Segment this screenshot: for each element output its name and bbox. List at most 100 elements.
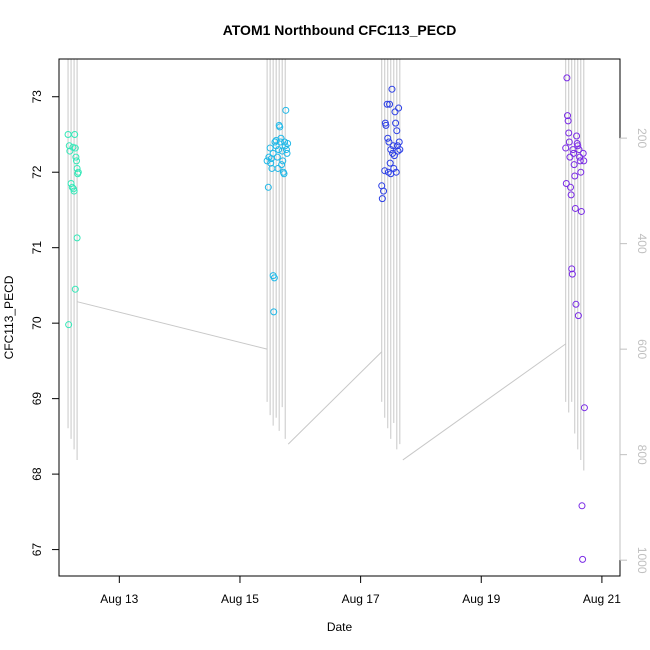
data-point-group4 <box>566 153 574 161</box>
data-point-group2 <box>282 106 290 114</box>
data-point-group4 <box>567 191 575 199</box>
data-point-group1 <box>65 321 73 329</box>
y-axis: 67 68 69 70 71 72 73 <box>30 90 60 557</box>
altitude-trace <box>67 59 585 471</box>
data-point-group3 <box>395 104 403 112</box>
data-point-group2 <box>273 153 281 161</box>
data-point-group3 <box>387 146 395 154</box>
data-point-group3 <box>396 146 404 154</box>
data-point-group1 <box>72 157 80 165</box>
data-point-group4 <box>573 132 581 140</box>
data-point-group1 <box>71 144 79 152</box>
data-point-group2 <box>276 123 284 131</box>
x-axis-title: Date <box>327 620 353 634</box>
secondary-tick-label: 1000 <box>635 547 649 574</box>
data-point-group4 <box>580 404 588 412</box>
secondary-tick-label: 400 <box>635 234 649 254</box>
y-tick-label: 73 <box>30 90 44 104</box>
y-tick-label: 70 <box>30 316 44 330</box>
data-point-group2 <box>269 149 277 157</box>
data-point-group2 <box>279 157 287 165</box>
data-point-group2 <box>264 183 272 191</box>
data-point-group3 <box>392 168 400 176</box>
y-tick-label: 68 <box>30 467 44 481</box>
data-point-group2 <box>284 140 292 148</box>
data-point-group1 <box>65 142 73 150</box>
data-point-group1 <box>72 153 80 161</box>
x-tick-label: Aug 13 <box>100 592 138 606</box>
plot-area <box>64 59 588 563</box>
data-point-group3 <box>390 152 398 160</box>
data-point-group3 <box>393 142 401 150</box>
data-point-group2 <box>270 274 278 282</box>
data-point-group3 <box>383 100 391 108</box>
data-point-group1 <box>74 168 82 176</box>
y-tick-label: 71 <box>30 241 44 255</box>
data-point-group3 <box>380 187 388 195</box>
data-point-group4 <box>580 157 588 165</box>
data-point-group3 <box>384 168 392 176</box>
data-point-group1 <box>73 164 81 172</box>
data-point-group3 <box>385 138 393 146</box>
data-point-group4 <box>570 149 578 157</box>
data-point-group1 <box>71 285 79 293</box>
data-point-group4 <box>576 157 584 165</box>
data-point-group4 <box>570 161 578 169</box>
data-point-group3 <box>392 119 400 127</box>
data-point-group4 <box>568 265 576 273</box>
plot-frame <box>58 58 621 577</box>
data-point-group2 <box>283 149 291 157</box>
data-point-group4 <box>565 129 573 137</box>
data-point-group2 <box>275 146 283 154</box>
data-point-group2 <box>266 144 274 152</box>
data-point-group4 <box>576 153 584 161</box>
x-axis: Aug 13 Aug 15 Aug 17 Aug 19 Aug 21 <box>100 575 621 606</box>
data-point-group1 <box>71 130 79 138</box>
data-point-group3 <box>389 142 397 150</box>
data-point-group3 <box>394 147 402 155</box>
chart-title: ATOM1 Northbound CFC113_PECD <box>223 22 457 38</box>
data-point-group3 <box>388 85 396 93</box>
data-point-group2 <box>263 157 271 165</box>
data-point-group3 <box>395 138 403 146</box>
data-point-group4 <box>565 138 573 146</box>
altitude-transit-line <box>76 301 268 350</box>
x-tick-label: Aug 21 <box>583 592 621 606</box>
data-point-group4 <box>568 270 576 278</box>
data-point-group4 <box>574 312 582 320</box>
data-point-group4 <box>564 117 572 125</box>
data-point-group2 <box>276 138 284 146</box>
data-point-group1 <box>68 183 76 191</box>
data-point-group1 <box>64 130 72 138</box>
data-point-group3 <box>378 195 386 203</box>
data-point-group4 <box>579 149 587 157</box>
data-point-group3 <box>386 159 394 167</box>
data-point-group2 <box>278 161 286 169</box>
data-point-group4 <box>577 207 585 215</box>
data-point-group3 <box>386 100 394 108</box>
data-point-group2 <box>274 164 282 172</box>
y-tick-label: 69 <box>30 392 44 406</box>
altitude-transit-line <box>402 343 566 461</box>
data-point-group2 <box>270 308 278 316</box>
data-point-group4 <box>562 180 570 188</box>
data-point-group4 <box>571 204 579 212</box>
x-tick-label: Aug 15 <box>221 592 259 606</box>
data-point-group4 <box>567 183 575 191</box>
data-point-group4 <box>575 146 583 154</box>
data-point-group1 <box>73 234 81 242</box>
data-point-group2 <box>281 142 289 150</box>
data-point-group3 <box>390 164 398 172</box>
data-point-group4 <box>577 168 585 176</box>
y-tick-label: 67 <box>30 543 44 557</box>
secondary-tick-label: 800 <box>635 445 649 465</box>
data-point-group1 <box>70 187 78 195</box>
y-tick-label: 72 <box>30 165 44 179</box>
data-point-group4 <box>579 555 587 563</box>
x-tick-label: Aug 19 <box>462 592 500 606</box>
data-point-group3 <box>384 134 392 142</box>
data-point-group2 <box>272 137 280 145</box>
data-point-group4 <box>562 144 570 152</box>
data-point-group3 <box>382 121 390 129</box>
y-axis-title: CFC113_PECD <box>2 275 16 359</box>
